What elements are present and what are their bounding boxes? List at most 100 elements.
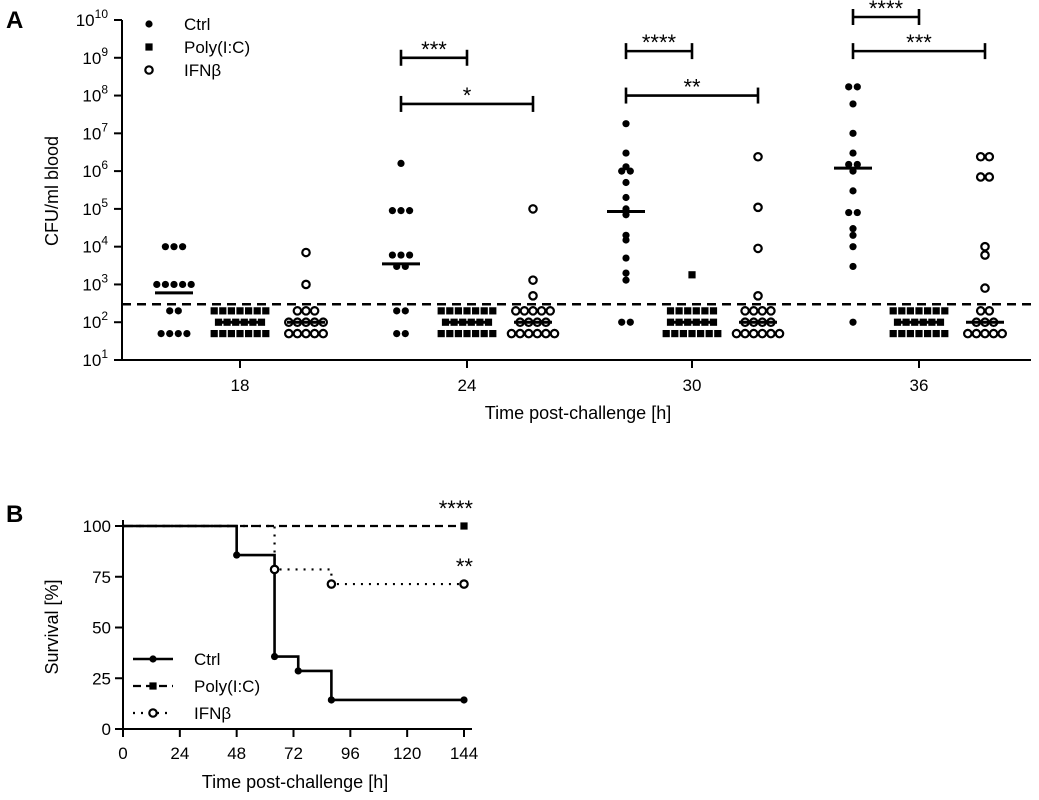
chart-b-point <box>459 579 469 589</box>
chart-b-point <box>327 696 335 704</box>
chart-a-point <box>480 329 488 338</box>
chart-a-y-tick-label: 107 <box>82 120 108 143</box>
chart-a-point <box>227 307 235 315</box>
chart-a-y-tick-label: 106 <box>82 158 108 181</box>
chart-a-point <box>292 306 303 316</box>
chart-a-point <box>532 328 543 339</box>
chart-a-point <box>684 307 692 315</box>
chart-a-point <box>210 329 218 338</box>
chart-b-y-tick-label: 75 <box>92 568 111 587</box>
chart-a-point <box>393 307 401 315</box>
chart-a-x-label: Time post-challenge [h] <box>485 403 671 423</box>
chart-a-y-tick-label: 105 <box>82 196 108 219</box>
chart-a-point <box>236 307 244 315</box>
chart-b-point <box>460 696 468 704</box>
chart-b-legend-label: Ctrl <box>194 650 220 669</box>
chart-a-point <box>549 328 560 339</box>
chart-a: CFU/ml blood Time post-challenge [h] 101… <box>42 0 1031 423</box>
chart-b-legend-label: IFNβ <box>194 704 231 723</box>
chart-a-y-tick-label: 101 <box>82 347 108 370</box>
chart-a-point <box>489 307 497 315</box>
chart-a-point <box>618 318 626 326</box>
chart-a-point <box>924 307 932 315</box>
chart-a-point <box>849 100 857 108</box>
chart-b-legend-marker <box>149 682 157 690</box>
chart-a-point <box>174 307 182 315</box>
chart-a-point <box>446 307 454 315</box>
chart-a-point <box>219 307 227 315</box>
chart-b-x-tick-label: 72 <box>284 744 303 763</box>
chart-a-point <box>441 318 450 326</box>
chart-a-point <box>941 329 949 338</box>
chart-a-point <box>472 307 480 315</box>
chart-b-sig-label: ** <box>456 554 474 579</box>
chart-a-point <box>463 307 471 315</box>
chart-a-point <box>709 307 718 315</box>
chart-a-point <box>906 307 914 315</box>
chart-a-point <box>506 328 517 339</box>
chart-a-point <box>688 271 696 279</box>
chart-a-point <box>932 329 940 338</box>
chart-b-point <box>326 579 337 589</box>
chart-a-point <box>709 318 718 326</box>
chart-a-point <box>622 178 630 187</box>
chart-a-point <box>849 262 857 271</box>
chart-a-point <box>975 172 986 182</box>
chart-a-x-tick-label: 24 <box>458 376 477 395</box>
chart-a-y-tick-label: 103 <box>82 271 108 294</box>
chart-a-point <box>528 291 538 301</box>
chart-a-point <box>853 160 861 169</box>
chart-a-point <box>849 243 857 251</box>
chart-b-line <box>123 524 464 586</box>
chart-a-point <box>845 160 853 169</box>
chart-b-x-tick-label: 48 <box>227 744 246 763</box>
chart-a-point <box>484 318 493 326</box>
chart-a-point <box>666 318 675 326</box>
chart-a-point <box>219 329 227 338</box>
chart-b-point <box>233 551 241 559</box>
chart-a-point <box>889 307 897 315</box>
chart-a-point <box>454 307 462 315</box>
chart-a-point <box>898 307 906 315</box>
chart-a-point <box>705 329 713 338</box>
chart-a-point <box>397 207 405 215</box>
panel-label-b: B <box>6 501 23 528</box>
chart-a-point <box>301 247 311 258</box>
chart-a-y-tick-label: 1010 <box>76 7 109 30</box>
chart-a-point <box>740 328 750 339</box>
chart-a-point <box>893 318 902 326</box>
chart-a-point <box>915 329 923 338</box>
chart-a-sig-label: *** <box>906 30 932 55</box>
chart-a-point <box>714 329 722 338</box>
chart-a-point <box>528 204 538 214</box>
chart-a-legend-marker <box>144 65 154 75</box>
chart-a-point <box>731 328 742 339</box>
chart-a-point <box>179 280 187 289</box>
chart-a-point <box>753 291 763 301</box>
chart-a-point <box>906 329 914 338</box>
chart-a-point <box>301 306 311 316</box>
chart-a-point <box>849 149 857 157</box>
chart-a-point <box>528 275 538 285</box>
chart-a-point <box>671 329 679 338</box>
chart-a-point <box>301 279 311 290</box>
chart-a-point <box>757 306 768 316</box>
chart-a-point <box>309 328 320 339</box>
chart-a-point <box>753 151 763 162</box>
chart-a-point <box>262 329 270 338</box>
chart-a-point <box>932 307 940 315</box>
chart-a-point <box>622 276 630 284</box>
chart-a-point <box>388 207 396 215</box>
chart-a-point <box>748 328 759 339</box>
chart-a-point <box>988 328 999 339</box>
chart-a-point <box>980 241 990 252</box>
chart-a-point <box>401 307 409 315</box>
chart-a-legend-marker <box>145 43 153 51</box>
chart-a-x-tick-label: 36 <box>910 376 929 395</box>
chart-a-point <box>519 306 530 316</box>
chart-a-point <box>454 329 462 338</box>
chart-a-point <box>437 307 445 315</box>
chart-a-point <box>692 307 700 315</box>
chart-a-point <box>388 251 396 259</box>
